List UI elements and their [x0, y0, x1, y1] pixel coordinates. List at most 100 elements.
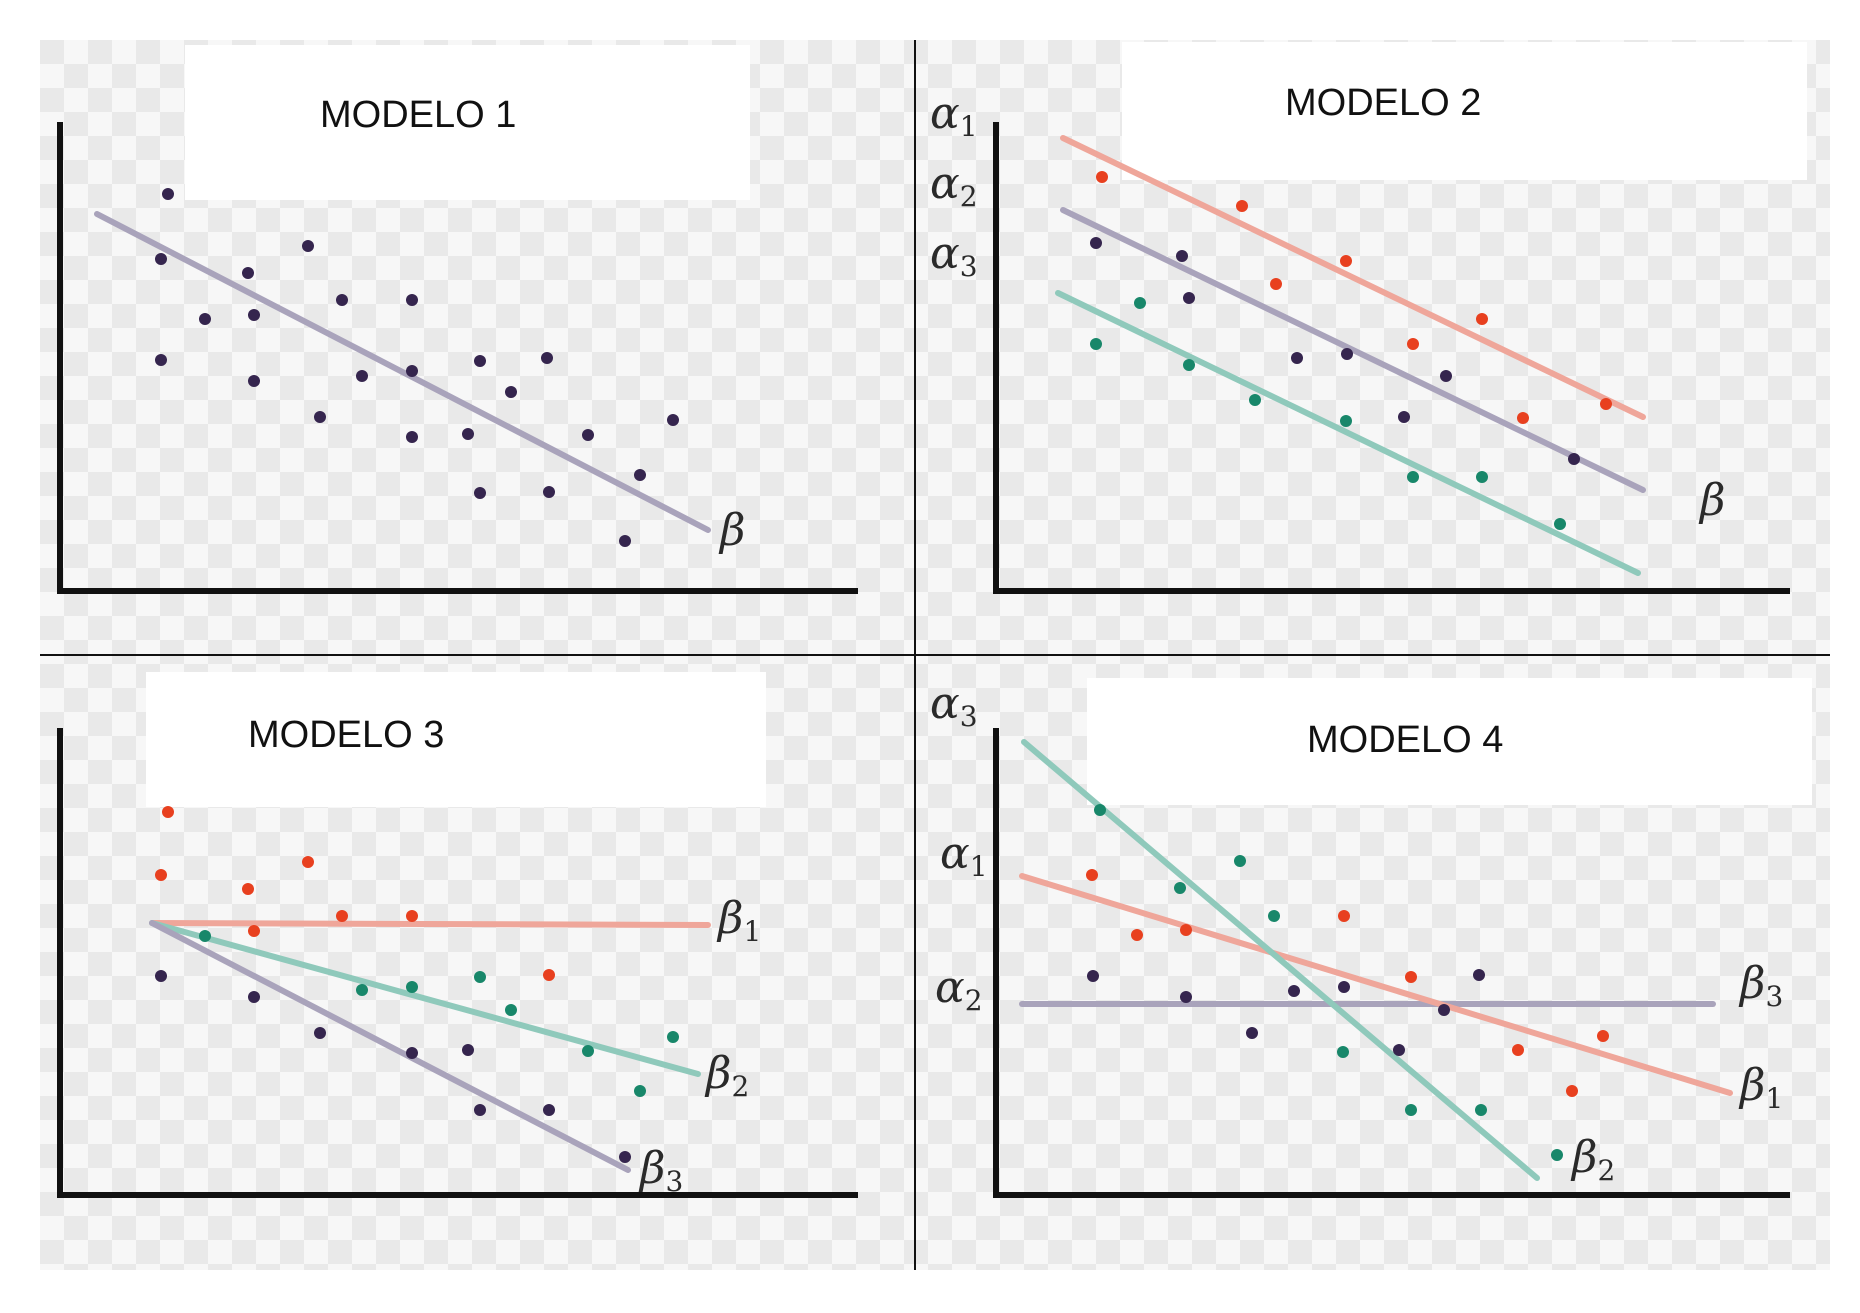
data-point — [1337, 1046, 1349, 1058]
data-point — [619, 535, 631, 547]
data-point — [162, 188, 174, 200]
panel-title: MODELO 1 — [320, 94, 516, 136]
data-point — [1176, 250, 1188, 262]
data-point — [1568, 453, 1580, 465]
data-point — [582, 1045, 594, 1057]
regression-line-beta-2 — [1021, 739, 1540, 1181]
data-point — [543, 1104, 555, 1116]
data-point — [1174, 882, 1186, 894]
data-point — [667, 414, 679, 426]
data-point — [1096, 171, 1108, 183]
panel-modelo-1: MODELO 1 β — [57, 45, 858, 594]
data-point — [336, 294, 348, 306]
data-point — [505, 1004, 517, 1016]
axes — [993, 122, 1790, 594]
data-point — [667, 1031, 679, 1043]
data-point — [199, 930, 211, 942]
data-point — [155, 970, 167, 982]
data-point — [1341, 348, 1353, 360]
data-point — [302, 856, 314, 868]
data-point — [248, 991, 260, 1003]
data-point — [1236, 200, 1248, 212]
data-point — [1517, 412, 1529, 424]
data-point — [302, 240, 314, 252]
axes — [993, 728, 1790, 1198]
data-point — [1249, 394, 1261, 406]
points-purple — [155, 970, 631, 1163]
data-point — [248, 925, 260, 937]
data-point — [474, 487, 486, 499]
data-point — [1440, 370, 1452, 382]
data-point — [462, 1044, 474, 1056]
panel-modelo-4: MODELO 4 α3 α1 α2 β3 β1 β2 — [930, 678, 1812, 1198]
data-point — [1600, 398, 1612, 410]
label-alpha-1: α1 — [940, 828, 988, 883]
data-point — [543, 969, 555, 981]
data-point — [505, 386, 517, 398]
data-point — [1393, 1044, 1405, 1056]
data-point — [406, 365, 418, 377]
data-point — [1554, 518, 1566, 530]
data-point — [1476, 313, 1488, 325]
data-point — [462, 428, 474, 440]
data-point — [543, 486, 555, 498]
panel-modelo-2: MODELO 2 α1 α2 α3 β — [930, 42, 1807, 594]
label-alpha-3: α3 — [930, 228, 978, 283]
data-point — [1246, 1027, 1258, 1039]
data-point — [155, 253, 167, 265]
points-purple — [1090, 237, 1580, 465]
data-point — [1566, 1085, 1578, 1097]
title-box — [146, 672, 766, 807]
points-red — [1096, 171, 1612, 424]
data-point — [406, 294, 418, 306]
label-beta-1: β1 — [1738, 1060, 1783, 1115]
data-point — [406, 1047, 418, 1059]
data-point — [474, 971, 486, 983]
points-teal — [1094, 804, 1563, 1161]
data-point — [314, 411, 326, 423]
label-alpha-3: α3 — [930, 678, 978, 733]
points-purple — [155, 188, 679, 547]
data-point — [1090, 237, 1102, 249]
data-point — [619, 1151, 631, 1163]
data-point — [541, 352, 553, 364]
data-point — [248, 309, 260, 321]
data-point — [1268, 910, 1280, 922]
data-point — [1183, 359, 1195, 371]
label-beta-2: β2 — [704, 1048, 749, 1103]
regression-line-beta-2 — [149, 920, 701, 1077]
data-point — [356, 370, 368, 382]
data-point — [1405, 1104, 1417, 1116]
data-point — [406, 431, 418, 443]
data-point — [336, 910, 348, 922]
data-point — [242, 883, 254, 895]
data-point — [1407, 338, 1419, 350]
label-beta-1: β1 — [716, 893, 761, 948]
data-point — [1291, 352, 1303, 364]
panel-title: MODELO 2 — [1285, 82, 1481, 124]
data-point — [155, 869, 167, 881]
label-alpha-2: α2 — [935, 962, 983, 1017]
points-purple — [1087, 969, 1485, 1056]
data-point — [1475, 1104, 1487, 1116]
data-point — [582, 429, 594, 441]
panel-title: MODELO 4 — [1307, 719, 1503, 761]
data-point — [1180, 991, 1192, 1003]
data-point — [1131, 929, 1143, 941]
label-beta-2: β2 — [1570, 1132, 1615, 1187]
regression-line-beta — [94, 211, 711, 533]
data-point — [1094, 804, 1106, 816]
data-point — [1512, 1044, 1524, 1056]
label-beta-3: β3 — [1738, 958, 1783, 1013]
data-point — [1338, 981, 1350, 993]
data-point — [1405, 971, 1417, 983]
data-point — [1183, 292, 1195, 304]
data-point — [1288, 985, 1300, 997]
regression-line-red — [1060, 135, 1646, 420]
data-point — [1234, 855, 1246, 867]
data-point — [1340, 415, 1352, 427]
data-point — [1398, 411, 1410, 423]
data-point — [314, 1027, 326, 1039]
data-point — [1407, 471, 1419, 483]
